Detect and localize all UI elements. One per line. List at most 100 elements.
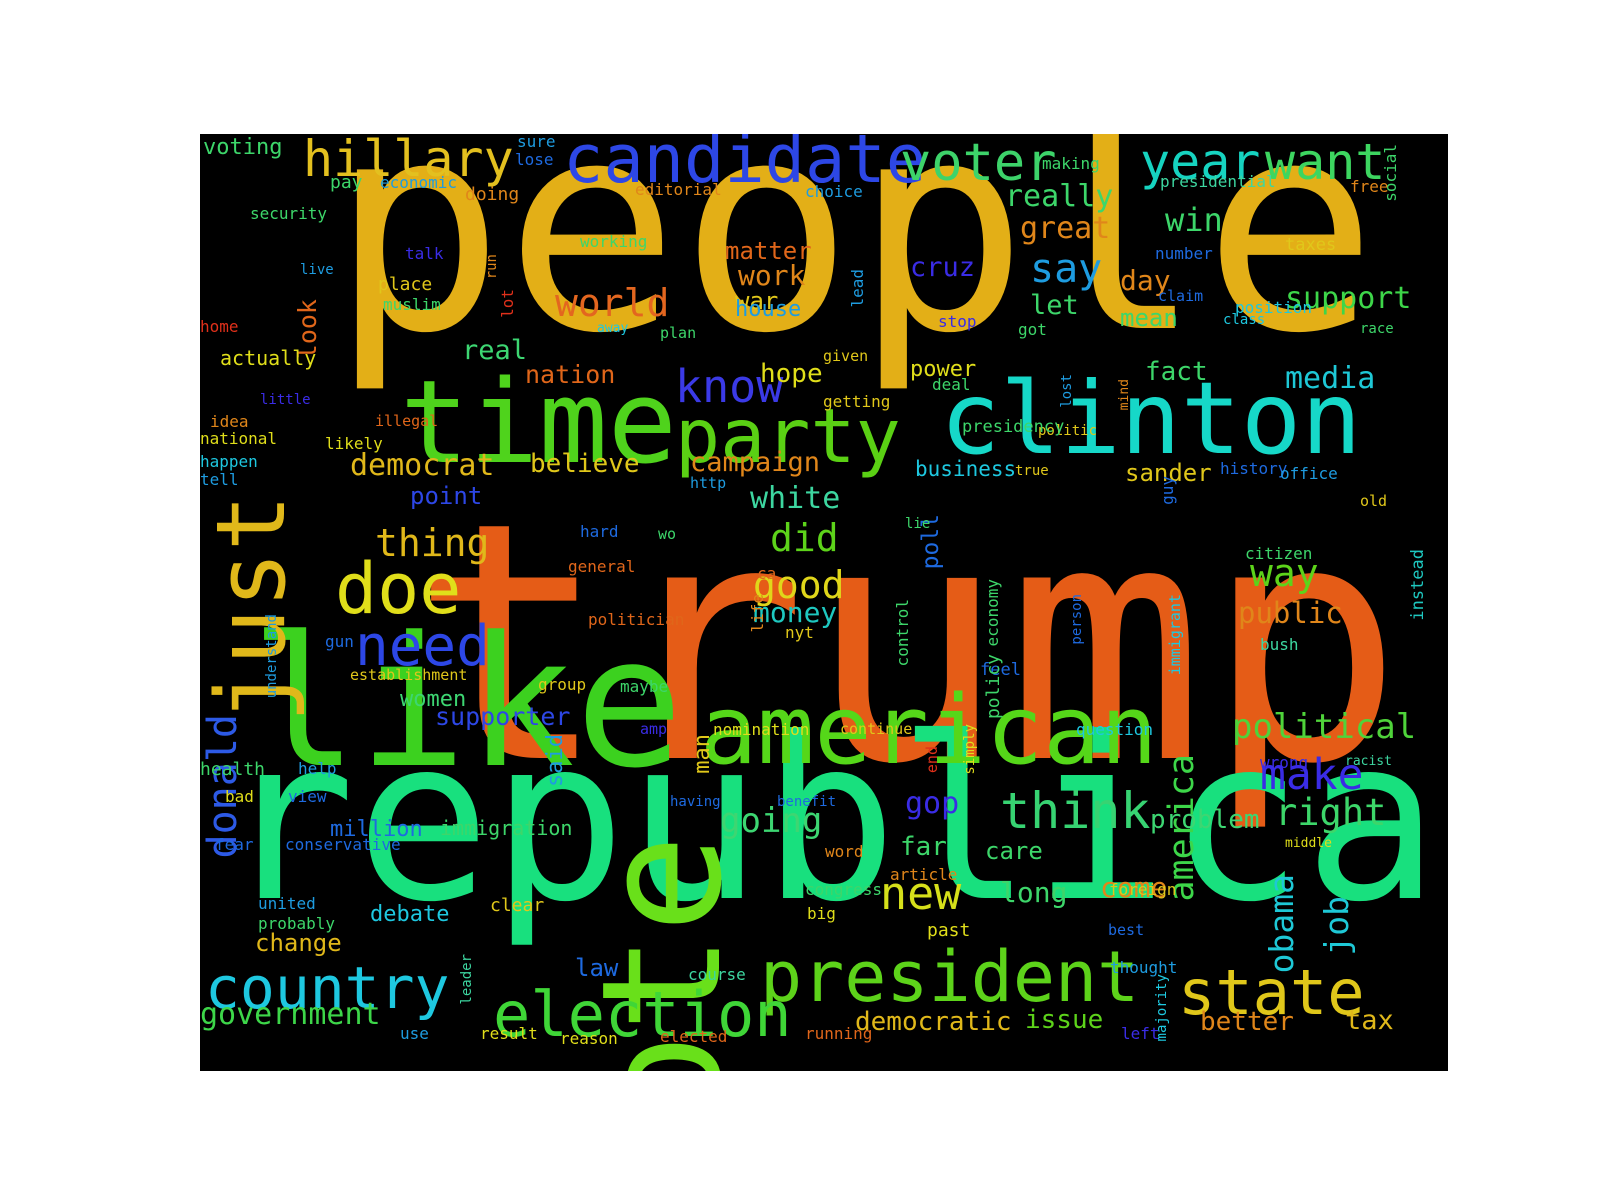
cloud-word: thought	[1110, 958, 1178, 977]
cloud-word: class	[1223, 312, 1266, 328]
cloud-word: away	[597, 321, 629, 336]
cloud-word: hillary	[303, 134, 514, 188]
cloud-word: making	[1042, 154, 1100, 173]
cloud-word: real	[462, 335, 528, 366]
cloud-word: cruz	[910, 252, 976, 283]
cloud-word: lost	[1059, 374, 1075, 408]
cloud-word: race	[1360, 321, 1394, 337]
cloud-word: reason	[560, 1029, 618, 1048]
cloud-word: health	[200, 759, 266, 780]
cloud-word: win	[1165, 201, 1223, 239]
cloud-word: conservative	[285, 835, 401, 854]
cloud-word: campaign	[690, 447, 821, 478]
cloud-word: hope	[760, 359, 823, 389]
cloud-word: republican	[220, 690, 1448, 952]
cloud-word: probably	[258, 914, 336, 933]
cloud-word: new	[880, 867, 962, 920]
cloud-word: control	[893, 599, 912, 667]
cloud-word: idea	[210, 412, 249, 431]
cloud-word: going	[720, 801, 823, 841]
cloud-word: editorial	[635, 180, 722, 199]
cloud-word: plan	[660, 324, 697, 342]
cloud-word: great	[1020, 211, 1111, 246]
cloud-word: got	[1018, 320, 1047, 339]
cloud-word: guy	[1158, 476, 1177, 505]
cloud-word: support	[1285, 281, 1412, 316]
cloud-word: make	[1260, 750, 1364, 800]
cloud-word: did	[770, 516, 839, 560]
cloud-word: business	[915, 457, 1017, 481]
cloud-word: continue	[840, 720, 913, 738]
cloud-word: million	[330, 817, 423, 842]
cloud-word: problem	[1150, 805, 1260, 835]
cloud-word: help	[298, 759, 337, 778]
cloud-word: ca	[757, 564, 777, 583]
cloud-word: thing	[375, 521, 490, 565]
cloud-word: course	[688, 965, 746, 984]
cloud-word: voting	[203, 135, 283, 160]
cloud-word: place	[378, 274, 433, 295]
cloud-word: talk	[405, 244, 444, 263]
cloud-word: wrong	[1260, 753, 1309, 772]
cloud-word: actually	[220, 346, 317, 370]
cloud-word: best	[1108, 921, 1145, 939]
cloud-word: day	[1120, 264, 1171, 297]
cloud-word: left	[1121, 1024, 1160, 1043]
cloud-word: like	[250, 599, 684, 808]
cloud-word: running	[805, 1024, 873, 1043]
cloud-word: war	[735, 287, 779, 315]
cloud-word: use	[400, 1024, 429, 1043]
cloud-word: politic	[1038, 423, 1098, 439]
cloud-word: clear	[490, 895, 545, 916]
cloud-word: nomination	[713, 720, 810, 739]
cloud-word: elected	[660, 1027, 728, 1046]
cloud-word: want	[1265, 134, 1386, 191]
cloud-word: let	[1030, 290, 1079, 321]
cloud-word: muslim	[383, 295, 441, 314]
cloud-word: instead	[1408, 549, 1428, 621]
cloud-word: know	[675, 360, 784, 413]
cloud-word: congress	[805, 880, 883, 899]
cloud-word: position	[1235, 298, 1313, 317]
cloud-word: power	[910, 357, 977, 382]
cloud-word: man	[690, 734, 715, 774]
cloud-word: http	[690, 474, 727, 492]
cloud-word: lie	[905, 516, 931, 532]
cloud-word: lot	[498, 289, 517, 318]
cloud-word: good	[753, 563, 845, 607]
cloud-word: say	[1030, 246, 1103, 292]
cloud-word: end	[923, 746, 941, 774]
cloud-word: money	[753, 596, 838, 629]
cloud-word: having	[670, 794, 721, 810]
cloud-word: free	[1350, 177, 1389, 196]
cloud-word: matter	[725, 237, 812, 265]
cloud-word: choice	[805, 182, 863, 201]
cloud-word: social	[1381, 144, 1400, 202]
cloud-word: hard	[580, 522, 619, 541]
cloud-word: question	[1076, 720, 1154, 739]
cloud-word: taxes	[1285, 235, 1337, 255]
cloud-word: fear	[215, 835, 254, 854]
cloud-word: election	[493, 978, 792, 1051]
cloud-word: deal	[932, 375, 971, 394]
cloud-word: past	[927, 920, 971, 941]
cloud-word: citizen	[1245, 544, 1313, 563]
cloud-word: country	[205, 954, 450, 1022]
cloud-word: doe	[335, 548, 462, 630]
cloud-word: white	[750, 481, 841, 516]
cloud-word: president	[760, 936, 1140, 1018]
cloud-word: live	[300, 262, 334, 278]
cloud-word: immigration	[440, 816, 573, 840]
cloud-word: pay	[330, 172, 363, 193]
cloud-word: economy	[983, 579, 1002, 647]
cloud-word: feel	[980, 660, 1021, 680]
cloud-word: understand	[264, 614, 280, 699]
cloud-word: illegal	[375, 412, 439, 430]
cloud-word: amp	[640, 720, 668, 738]
cloud-word: middle	[1285, 836, 1332, 851]
cloud-word: voter	[900, 134, 1057, 193]
cloud-word: economic	[380, 173, 458, 192]
cloud-word: racist	[1345, 754, 1392, 769]
cloud-word: benefit	[777, 794, 837, 810]
cloud-word: tell	[200, 470, 239, 489]
